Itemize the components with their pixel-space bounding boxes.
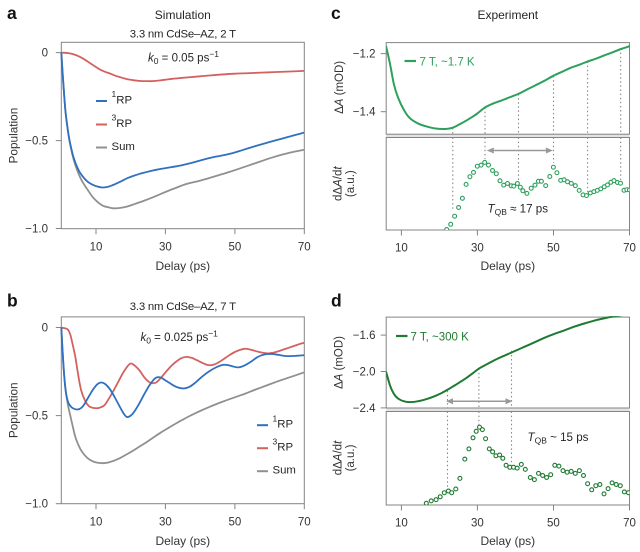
svg-text:Sum: Sum (112, 141, 135, 153)
svg-text:Simulation: Simulation (155, 8, 211, 22)
svg-text:ΔA (mOD): ΔA (mOD) (334, 61, 346, 114)
svg-text:70: 70 (623, 243, 636, 255)
svg-text:b: b (7, 291, 18, 311)
svg-text:Delay (ps): Delay (ps) (480, 534, 535, 548)
svg-text:1RP: 1RP (273, 413, 294, 430)
svg-text:dΔA/dt: dΔA/dt (332, 166, 344, 201)
svg-text:TQB ~ 15 ps: TQB ~ 15 ps (528, 431, 589, 446)
svg-text:TQB ≈ 17 ps: TQB ≈ 17 ps (488, 202, 549, 217)
svg-text:Population: Population (7, 382, 21, 438)
svg-text:50: 50 (229, 242, 242, 254)
svg-text:50: 50 (547, 243, 560, 255)
svg-text:50: 50 (547, 518, 560, 530)
svg-text:Experiment: Experiment (477, 8, 538, 22)
svg-text:70: 70 (623, 518, 636, 530)
svg-text:Delay (ps): Delay (ps) (155, 534, 210, 548)
svg-text:−2.4: −2.4 (353, 403, 376, 415)
svg-text:10: 10 (90, 517, 103, 529)
svg-text:ΔA (mOD): ΔA (mOD) (334, 336, 346, 389)
svg-text:3.3 nm CdSe–AZ, 7 T: 3.3 nm CdSe–AZ, 7 T (130, 301, 236, 313)
svg-text:Delay (ps): Delay (ps) (480, 259, 535, 273)
svg-text:3RP: 3RP (112, 113, 133, 130)
svg-text:30: 30 (159, 242, 172, 254)
svg-text:−1.4: −1.4 (353, 107, 376, 119)
svg-text:3RP: 3RP (273, 436, 294, 453)
svg-text:k0 = 0.025 ps−1: k0 = 0.025 ps−1 (141, 328, 219, 345)
svg-text:70: 70 (298, 242, 311, 254)
svg-text:−2.0: −2.0 (353, 367, 376, 379)
svg-text:(a.u.): (a.u.) (345, 444, 357, 471)
svg-text:c: c (331, 3, 341, 23)
svg-text:−1.6: −1.6 (353, 330, 376, 342)
svg-text:7 T, ~1.7 K: 7 T, ~1.7 K (420, 57, 475, 69)
svg-text:k0 = 0.05 ps−1: k0 = 0.05 ps−1 (148, 49, 219, 66)
svg-text:7 T, ~300 K: 7 T, ~300 K (411, 332, 470, 344)
svg-text:1RP: 1RP (112, 89, 133, 106)
svg-text:−0.5: −0.5 (25, 136, 48, 148)
svg-text:−1.0: −1.0 (25, 499, 48, 511)
svg-text:Population: Population (7, 108, 21, 164)
svg-text:(a.u.): (a.u.) (345, 170, 357, 197)
svg-text:50: 50 (229, 517, 242, 529)
svg-text:10: 10 (395, 243, 408, 255)
svg-text:30: 30 (159, 517, 172, 529)
svg-text:a: a (7, 3, 17, 23)
svg-text:0: 0 (42, 48, 48, 60)
svg-text:10: 10 (90, 242, 103, 254)
svg-text:10: 10 (395, 518, 408, 530)
svg-text:0: 0 (42, 323, 48, 335)
svg-text:dΔA/dt: dΔA/dt (332, 440, 344, 475)
svg-text:Delay (ps): Delay (ps) (155, 259, 210, 273)
svg-text:−1.2: −1.2 (353, 49, 376, 61)
svg-text:Sum: Sum (273, 465, 296, 477)
svg-text:d: d (331, 291, 342, 311)
svg-text:−1.0: −1.0 (25, 224, 48, 236)
svg-text:−0.5: −0.5 (25, 411, 48, 423)
svg-text:30: 30 (471, 518, 484, 530)
svg-text:3.3 nm CdSe–AZ, 2 T: 3.3 nm CdSe–AZ, 2 T (130, 29, 236, 41)
svg-text:30: 30 (471, 243, 484, 255)
svg-text:70: 70 (298, 517, 311, 529)
